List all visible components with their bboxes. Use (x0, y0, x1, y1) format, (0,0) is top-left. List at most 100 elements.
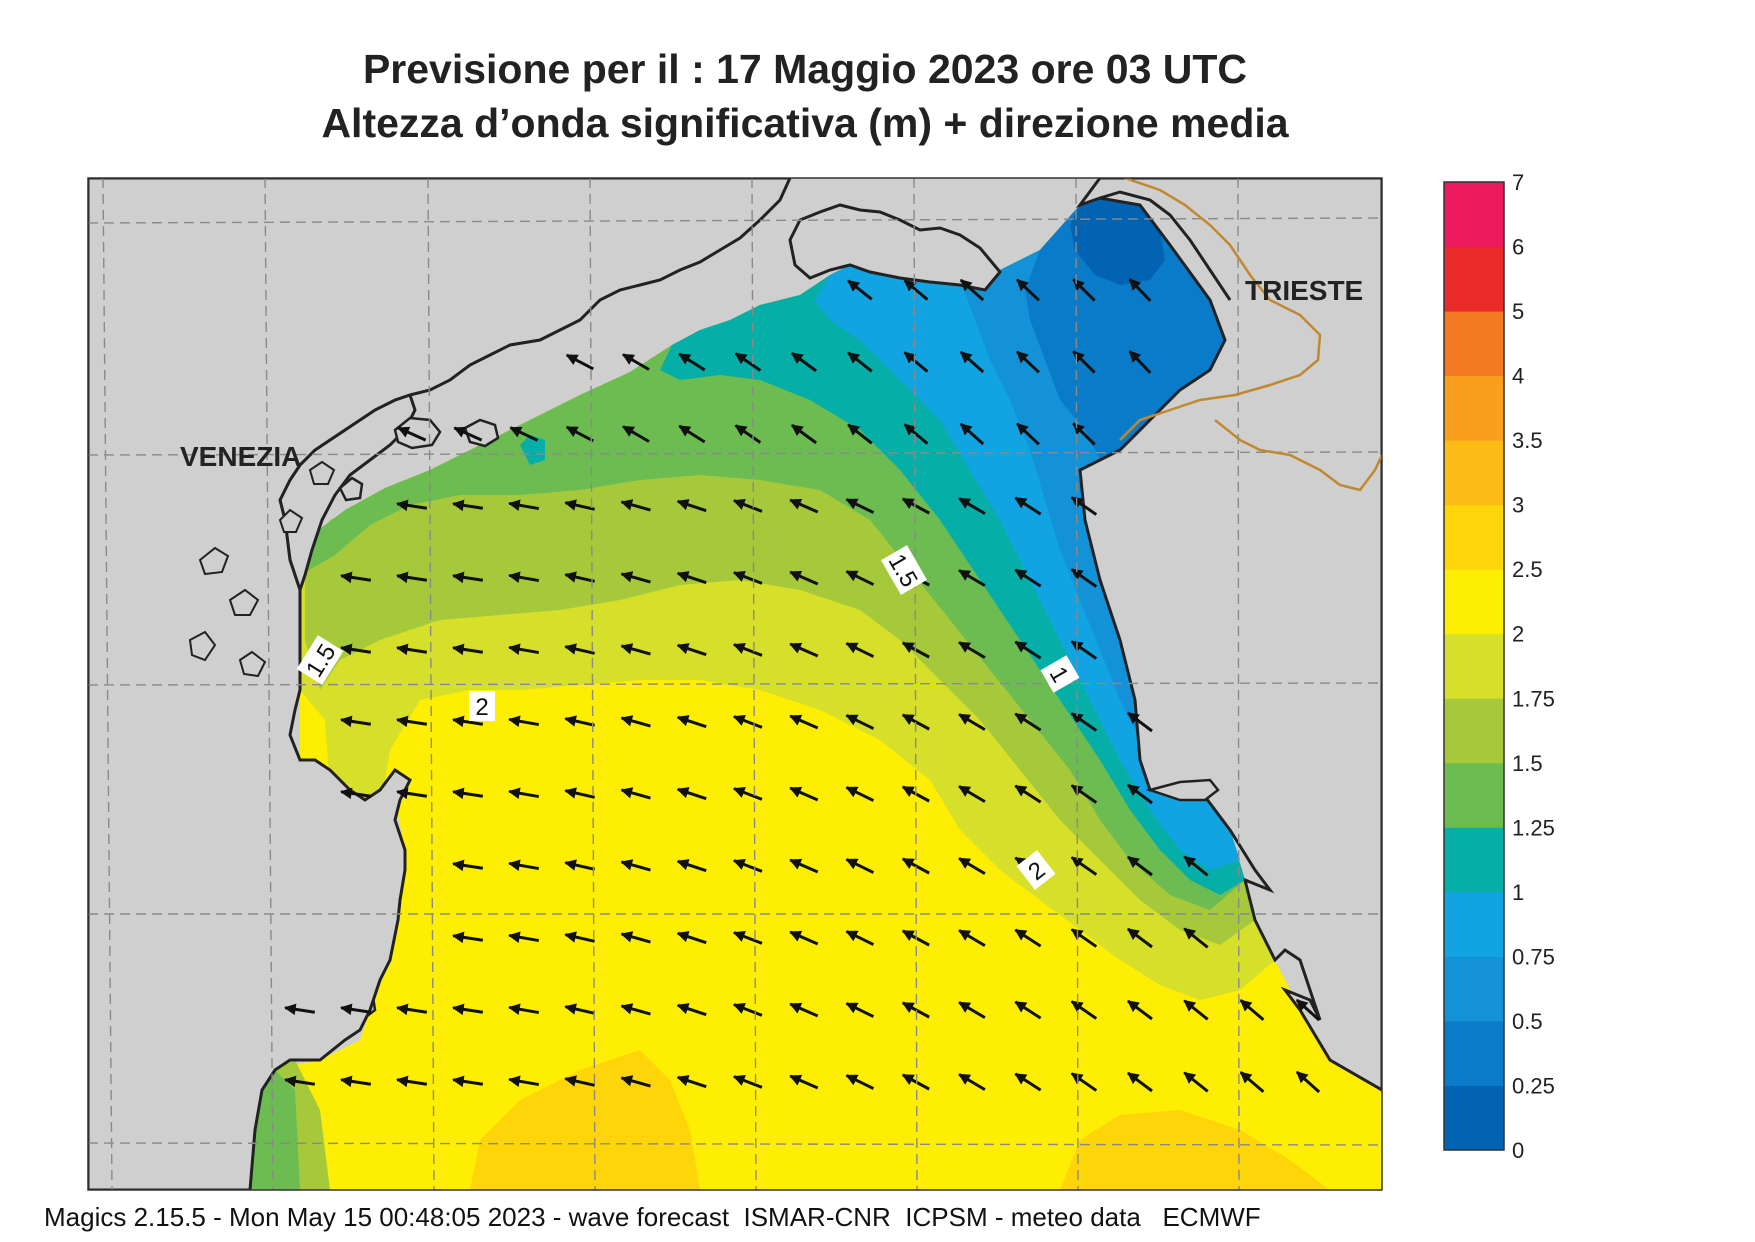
wave-arrow-head (958, 929, 972, 941)
wave-arrow-head (734, 424, 748, 437)
wave-arrow-head (1127, 928, 1140, 940)
wave-2-5-zone-east (1060, 1110, 1330, 1190)
map-subtitle: Altezza d’onda significativa (m) + direz… (321, 100, 1289, 146)
wave-arrow-head (676, 643, 690, 655)
wave-arrow-head (678, 353, 692, 365)
wave-arrow-head (1183, 1071, 1197, 1084)
wave-arrow-head (620, 715, 634, 727)
wave-arrow-head (676, 715, 690, 727)
wave-arrow-head (901, 1002, 915, 1013)
wave-arrow-head (845, 930, 859, 942)
wave-arrow-head (958, 1001, 972, 1013)
lat-lon-grid (88, 178, 1382, 1190)
wave-arrow-head (452, 1075, 465, 1088)
wave-arrow-head (958, 497, 972, 509)
wave-arrow-head (845, 1002, 859, 1014)
wave-arrow-head (789, 642, 803, 654)
wave-0-zone (1070, 198, 1165, 285)
legend-swatch (1444, 762, 1504, 828)
legend-tick-label: 0.5 (1512, 1009, 1543, 1034)
istria-land (1075, 178, 1382, 1092)
wave-arrow-head (396, 571, 409, 584)
wave-arrow-head (508, 1003, 521, 1015)
wave-arrow-head (620, 1003, 634, 1015)
wave-arrow-head (452, 931, 465, 944)
wave-arrow-head (789, 1002, 803, 1014)
contour-label: 2 (475, 694, 488, 721)
legend-tick-label: 6 (1512, 235, 1524, 260)
wave-arrow-head (845, 714, 859, 726)
wave-arrow-head (901, 858, 915, 869)
wave-arrow-head (959, 279, 973, 292)
wave-arrow-head (958, 569, 972, 581)
wave-arrow-head (732, 1074, 746, 1086)
wave-arrow-head (1127, 784, 1140, 796)
wave-arrow-head (340, 643, 353, 656)
legend-tick-label: 7 (1512, 170, 1524, 195)
wave-arrow-head (901, 1074, 915, 1085)
wave-arrow-head (620, 571, 634, 583)
wave-arrow-head (1127, 1000, 1140, 1012)
wave-arrow-head (847, 352, 861, 364)
wave-arrow-head (284, 1003, 297, 1016)
wave-arrow-head (958, 1073, 972, 1085)
lagoon-island-3 (338, 476, 364, 502)
wave-arrow-head (564, 499, 577, 511)
wave-arrow-head (1014, 713, 1028, 725)
wave-arrow-head (1016, 422, 1029, 436)
map-title: Previsione per il : 17 Maggio 2023 ore 0… (362, 46, 1248, 92)
wave-arrow-head (901, 642, 915, 653)
legend-swatch (1444, 246, 1504, 312)
wave-arrow-head (789, 714, 803, 726)
wave-arrow-head (508, 859, 521, 871)
wave-arrow-head (958, 713, 972, 725)
legend-tick-label: 1.5 (1512, 751, 1543, 776)
wave-arrow-head (845, 498, 859, 510)
wave-arrow-head (564, 571, 577, 583)
legend-swatch (1444, 182, 1504, 248)
wave-arrow-head (732, 714, 746, 726)
wave-arrow-head (845, 858, 859, 870)
lagoon-island-2 (463, 418, 500, 448)
wave-arrow-head (396, 1003, 409, 1016)
legend-swatch (1444, 1020, 1504, 1086)
wave-arrow-head (340, 1075, 353, 1088)
legend-swatch (1444, 311, 1504, 377)
wave-arrow-head (1014, 1073, 1028, 1085)
wave-1-25-zone-sw (250, 1070, 300, 1190)
wave-arrow-head (1014, 785, 1028, 797)
wave-arrow-head (508, 931, 521, 943)
lagoon-island-1 (393, 416, 442, 450)
legend-swatch (1444, 633, 1504, 699)
wave-arrow-head (564, 859, 577, 871)
wave-arrow-head (789, 930, 803, 942)
wave-arrow-head (732, 930, 746, 942)
legend-swatch (1444, 1085, 1504, 1151)
legend-tick-label: 0.25 (1512, 1073, 1555, 1098)
legend-tick-label: 0.75 (1512, 944, 1555, 969)
wave-arrow-head (903, 423, 917, 436)
wave-arrow-head (1183, 999, 1197, 1012)
wave-arrow-head (1183, 855, 1197, 868)
wave-arrow-head (1016, 350, 1029, 364)
wave-arrow-head (903, 351, 917, 364)
place-label-trieste: TRIESTE (1245, 275, 1363, 306)
legend-tick-label: 0 (1512, 1138, 1524, 1163)
legend-tick-label: 4 (1512, 364, 1524, 389)
wave-arrow-head (676, 571, 690, 583)
wave-arrow-head (1014, 1001, 1028, 1013)
wave-arrow-head (789, 858, 803, 870)
wave-arrow-head (620, 859, 634, 871)
legend-swatch (1444, 956, 1504, 1022)
wave-arrow-head (508, 571, 521, 583)
wave-arrow-head (565, 354, 579, 366)
wave-arrow-head (396, 1075, 409, 1088)
wave-arrow-head (1296, 999, 1309, 1012)
wave-arrow-head (1127, 856, 1140, 868)
wave-arrow-head (1127, 712, 1140, 724)
legend-swatch (1444, 440, 1504, 506)
wave-arrow-head (903, 279, 917, 292)
wave-arrow-head (565, 426, 579, 438)
wave-arrow-head (901, 930, 915, 941)
